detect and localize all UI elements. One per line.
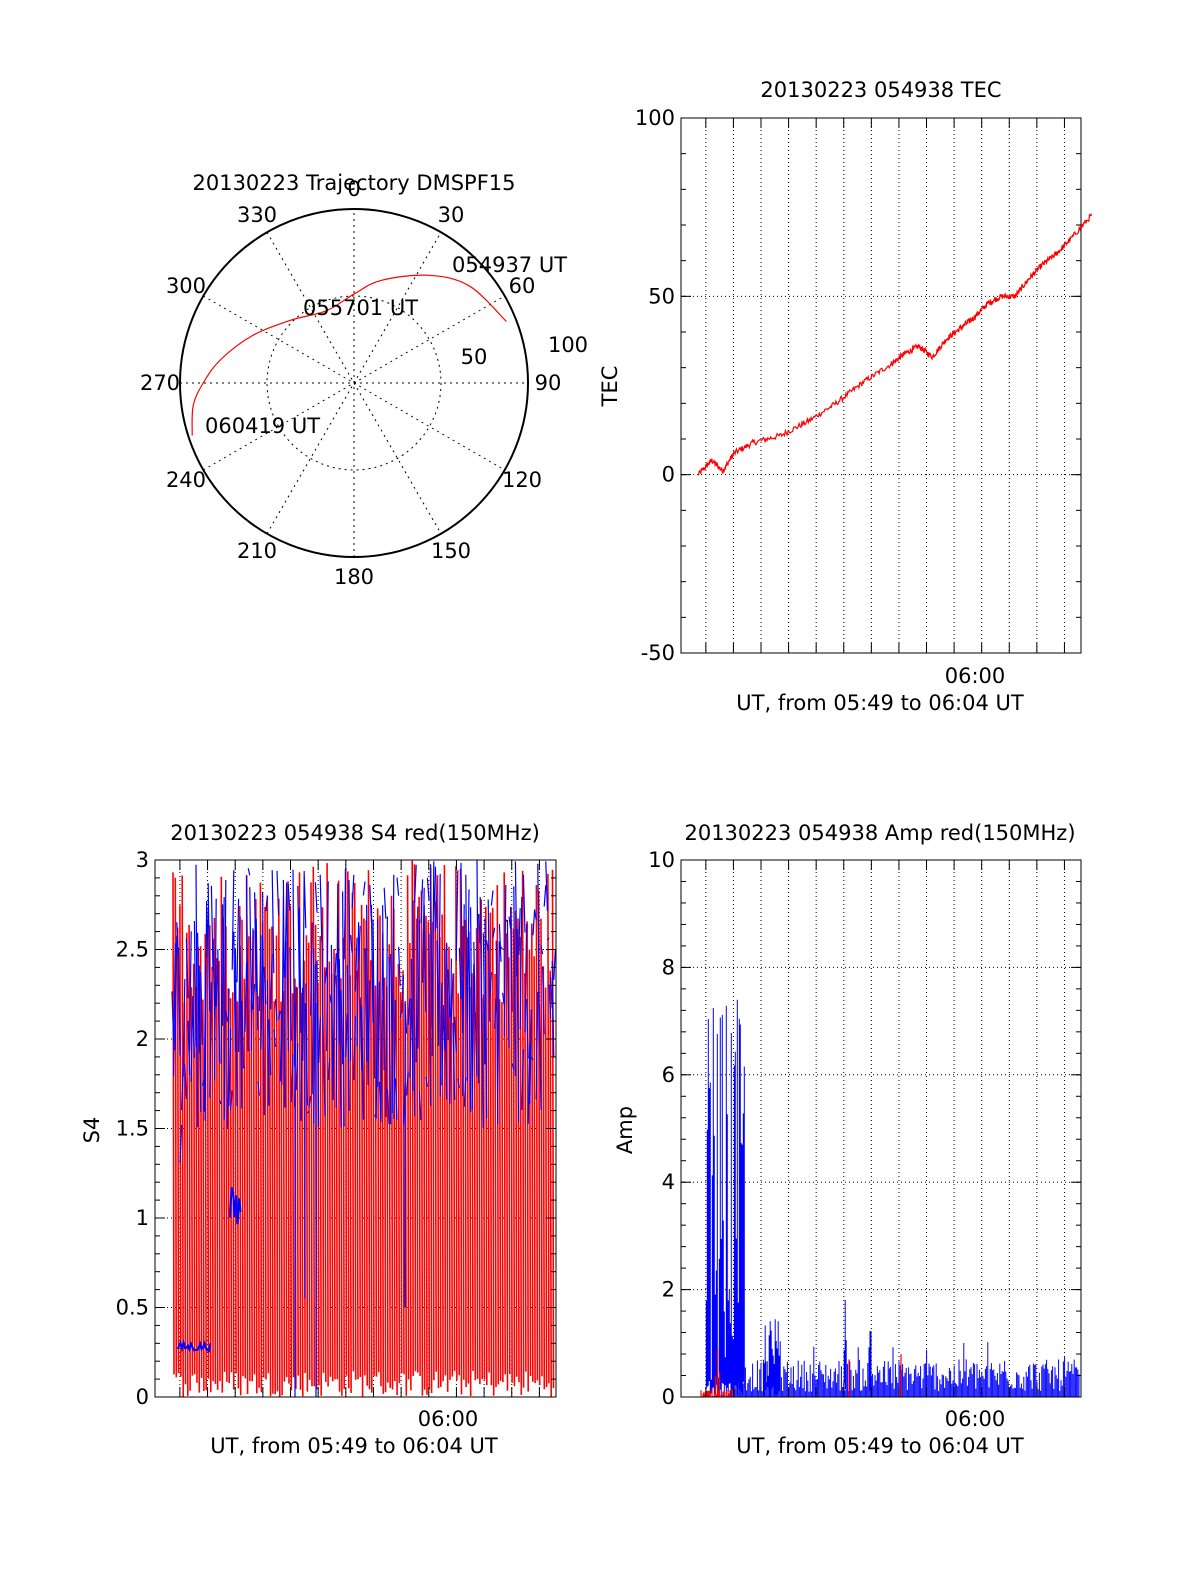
polar-outer-ring (179, 208, 529, 558)
y-tick-label: 50 (648, 284, 675, 308)
tec-ylabel: TEC (598, 366, 622, 408)
azimuth-label: 90 (535, 371, 562, 395)
y-tick-label: 10 (648, 848, 675, 872)
s4-blue-segment (229, 1187, 242, 1225)
amp-axis-ticks: 0 2 4 6 8 10 (648, 848, 1081, 1409)
s4-axis-ticks: 0 0.5 1 1.5 2 2.5 3 (116, 848, 556, 1409)
azimuth-label: 60 (509, 274, 536, 298)
trajectory-mid-label: 055701 UT (303, 296, 418, 320)
azimuth-label: 150 (431, 539, 471, 563)
trajectory-line (191, 274, 507, 436)
y-tick-label: 8 (662, 955, 675, 979)
amp-frame (680, 859, 1082, 1398)
tec-title: 20130223 054938 TEC (760, 78, 1001, 102)
y-tick-label: 0 (136, 1385, 149, 1409)
tec-xlabel: UT, from 05:49 to 06:04 UT (736, 691, 1024, 715)
s4-blue-trace (171, 860, 556, 1397)
polar-title: 20130223 Trajectory DMSPF15 (192, 171, 515, 195)
azimuth-label: 210 (237, 539, 277, 563)
polar-inner-ring (266, 295, 442, 471)
s4-xlabel: UT, from 05:49 to 06:04 UT (210, 1434, 498, 1458)
y-tick-label: -50 (641, 641, 675, 665)
y-tick-label: 0.5 (116, 1296, 149, 1320)
tec-xtick-label: 06:00 (945, 664, 1006, 688)
azimuth-label: 330 (237, 203, 277, 227)
tec-axis-ticks: -50 0 50 100 (635, 106, 1081, 665)
tec-frame (680, 117, 1082, 654)
y-tick-label: 6 (662, 1063, 675, 1087)
azimuth-label: 270 (140, 371, 180, 395)
y-tick-label: 2 (662, 1278, 675, 1302)
s4-blue-series (171, 860, 556, 1397)
elevation-label-50: 50 (461, 345, 488, 369)
y-tick-label: 1.5 (116, 1117, 149, 1141)
trajectory-end-label: 060419 UT (205, 414, 320, 438)
azimuth-labels: 0 30 60 90 120 150 180 210 240 270 300 330 (140, 177, 561, 589)
amp-blue-trace (705, 999, 1080, 1397)
s4-red-trace (172, 860, 555, 1398)
azimuth-label: 0 (347, 177, 360, 201)
polar-trajectory-plot: 20130223 Trajectory DMSPF15 0 30 60 90 120 15… (140, 171, 588, 589)
trajectory-start-label: 054937 UT (452, 253, 567, 277)
amp-blue-series (705, 999, 1080, 1397)
s4-ylabel: S4 (80, 1117, 104, 1144)
amp-panel: 20130223 054938 Amp red(150MHz) 0246810 … (613, 821, 1082, 1458)
azimuth-label: 30 (438, 203, 465, 227)
y-tick-label: 3 (136, 848, 149, 872)
polar-grid (180, 209, 528, 557)
elevation-label-100: 100 (548, 333, 588, 357)
amp-gridlines (681, 860, 1081, 1397)
amp-title: 20130223 054938 Amp red(150MHz) (684, 821, 1075, 845)
polar-spoke (266, 232, 442, 534)
azimuth-label: 240 (166, 468, 206, 492)
amp-ylabel: Amp (613, 1106, 637, 1154)
y-tick-label: 2 (136, 1027, 149, 1051)
amp-xlabel: UT, from 05:49 to 06:04 UT (736, 1434, 1024, 1458)
s4-xtick-label: 06:00 (418, 1407, 479, 1431)
tec-series-line (697, 213, 1093, 476)
s4-red-series (172, 860, 555, 1398)
y-tick-label: 100 (635, 106, 675, 130)
tec-gridlines (681, 118, 1081, 653)
y-tick-label: 4 (662, 1170, 675, 1194)
s4-blue-segment (176, 1339, 212, 1353)
amp-xtick-label: 06:00 (945, 1407, 1006, 1431)
y-tick-label: 0 (662, 1385, 675, 1409)
y-tick-label: 2.5 (116, 938, 149, 962)
y-tick-label: 1 (136, 1206, 149, 1230)
s4-title: 20130223 054938 S4 red(150MHz) (170, 821, 540, 845)
azimuth-label: 120 (502, 468, 542, 492)
azimuth-label: 300 (166, 274, 206, 298)
azimuth-label: 180 (334, 565, 374, 589)
s4-panel: 20130223 054938 S4 red(150MHz) 0 0.5 1 1.5 2… (80, 821, 557, 1458)
y-tick-label: 0 (662, 463, 675, 487)
